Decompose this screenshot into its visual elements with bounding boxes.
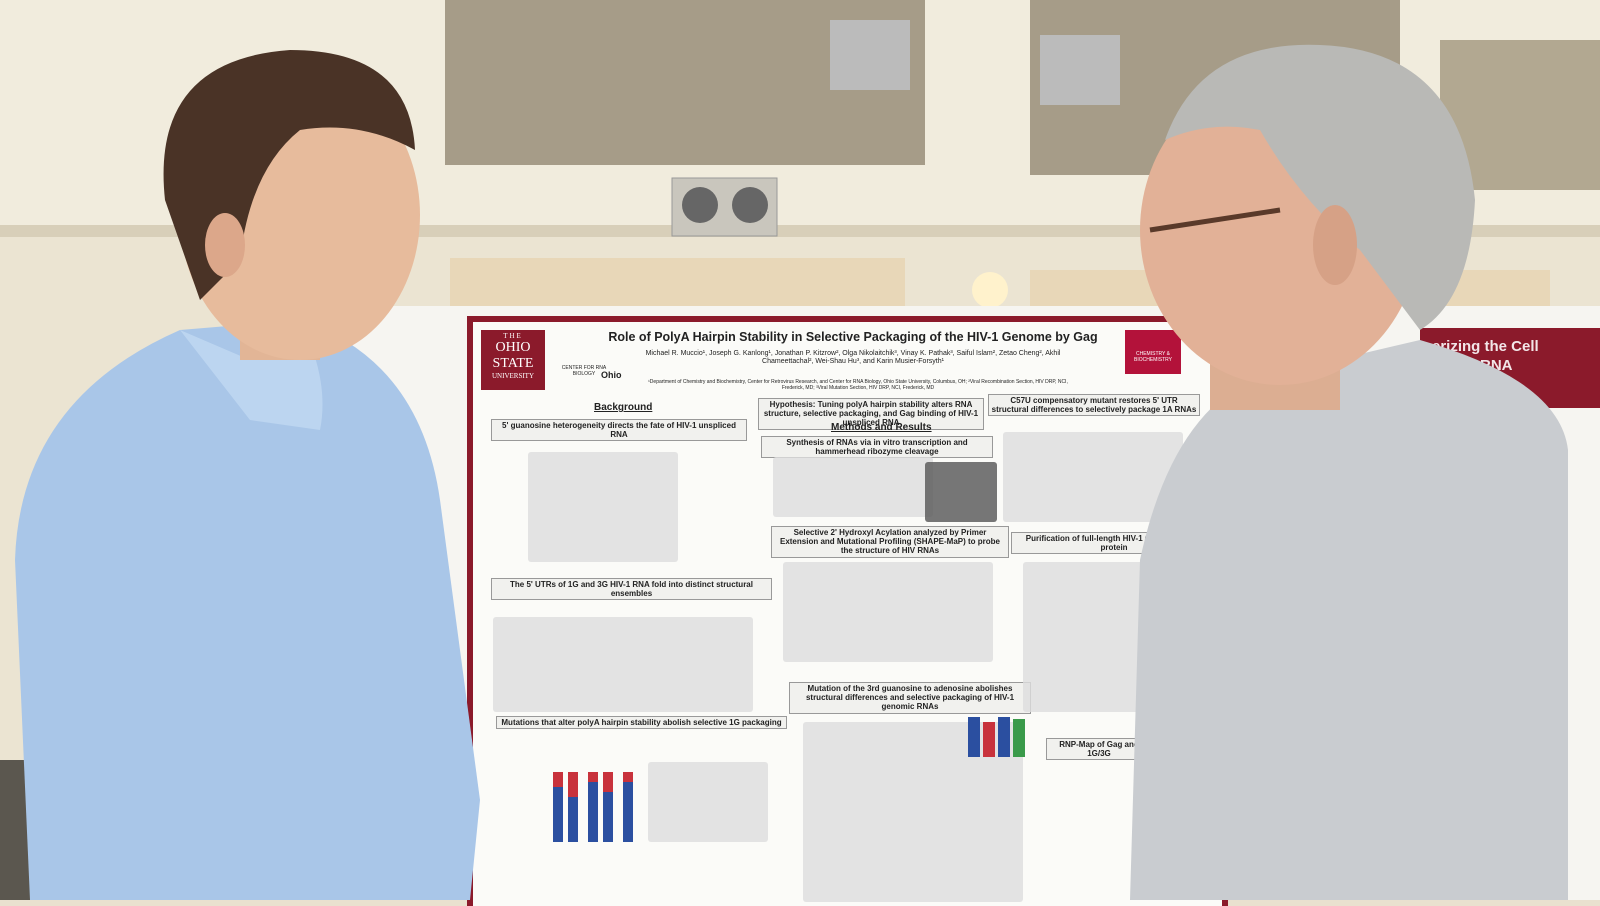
figure [493, 617, 753, 712]
bar-shape [603, 772, 613, 792]
figure [773, 457, 933, 517]
blue-shirt [15, 320, 480, 900]
osu-logo: THE OHIO STATE UNIVERSITY [481, 330, 545, 390]
section-box: Mutation of the 3rd guanosine to adenosi… [789, 682, 1031, 714]
student [15, 50, 480, 900]
poster: THE OHIO STATE UNIVERSITY CENTER FOR RNA… [467, 316, 1228, 906]
dept-logo: CHEMISTRY & BIOCHEMISTRY [1125, 330, 1181, 374]
figure [783, 562, 993, 662]
bar-shape [998, 717, 1010, 757]
section-box: 5' guanosine heterogeneity directs the f… [491, 419, 747, 442]
section-box: Selective 2' Hydroxyl Acylation analyzed… [771, 526, 1009, 558]
glasses [1149, 207, 1281, 233]
bar-shape [603, 792, 613, 842]
gel-image [925, 462, 997, 522]
bar-shape [553, 772, 563, 787]
professor [1130, 44, 1568, 900]
light-fixture [1040, 35, 1120, 105]
section-box: Mutations that alter polyA hairpin stabi… [496, 716, 787, 730]
bar-shape [623, 782, 633, 842]
bar-shape [588, 772, 598, 782]
bar-shape [568, 772, 578, 797]
bar-shape [588, 782, 598, 842]
logo-line: THE [503, 332, 523, 340]
neighbor-title: erizing the Cell [1432, 338, 1539, 355]
light-fixture [830, 20, 910, 90]
section-box: Hypothesis: Tuning polyA hairpin stabili… [758, 398, 984, 430]
window [450, 258, 905, 308]
center-logo: CENTER FOR RNA BIOLOGY [561, 365, 607, 377]
figure [1003, 432, 1183, 522]
figure [528, 452, 678, 562]
ear [205, 213, 245, 277]
bar-shape [1013, 719, 1025, 757]
logo-line: OHIO [495, 340, 531, 356]
logo-line: STATE [492, 356, 534, 372]
duct-hole [682, 187, 718, 223]
section-heading: Background [594, 402, 653, 413]
section-heading: Methods and Results [831, 422, 932, 433]
ear [1313, 205, 1357, 285]
checkered-shirt [1130, 340, 1568, 900]
poster-affiliation: ¹Department of Chemistry and Biochemistr… [648, 379, 1068, 391]
section-box: C57U compensatory mutant restores 5' UTR… [988, 394, 1200, 417]
bar-figure [553, 772, 633, 842]
bar-shape [553, 787, 563, 842]
grey-hair [1165, 44, 1475, 330]
figure [1023, 562, 1143, 712]
bar-shape [623, 772, 633, 782]
logo-line: UNIVERSITY [492, 372, 534, 381]
duct-hole [732, 187, 768, 223]
bar-figure [968, 717, 1025, 757]
bar-shape [983, 722, 995, 757]
bar-shape [568, 797, 578, 842]
poster-title: Role of PolyA Hairpin Stability in Selec… [608, 330, 1098, 344]
figure [648, 762, 768, 842]
section-box: The 5' UTRs of 1G and 3G HIV-1 RNA fold … [491, 578, 772, 601]
poster-authors: Michael R. Muccio¹, Joseph G. Kanlong¹, … [645, 350, 1061, 366]
bar-shape [968, 717, 980, 757]
lamp-glow [972, 272, 1008, 308]
center-logo-word: Ohio [601, 370, 622, 380]
